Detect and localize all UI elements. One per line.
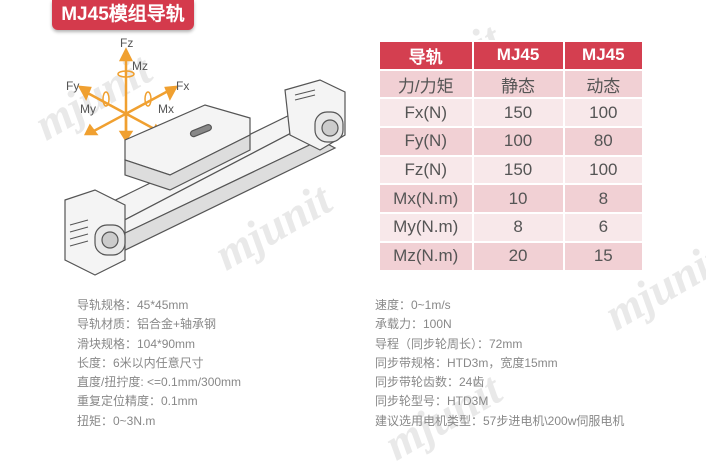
cell: 150 <box>471 97 565 129</box>
axis-diagram <box>77 47 179 143</box>
cell: Fy(N) <box>378 126 474 157</box>
header-cell: MJ45 <box>562 40 645 71</box>
cell: 8 <box>471 212 565 243</box>
header-cell: MJ45 <box>471 40 565 71</box>
specs-left: 导轨规格：45*45mm 导轨材质：铝合金+轴承钢 滑块规格：104*90mm … <box>77 296 241 431</box>
cell: 100 <box>562 154 645 186</box>
cell: 15 <box>562 240 645 272</box>
cell: Fz(N) <box>378 154 474 186</box>
table-row: Fz(N) 150 100 <box>378 154 645 186</box>
spec-item: 导轨材质：铝合金+轴承钢 <box>77 317 217 332</box>
spec-item: 同步轮型号：HTD3M <box>375 394 489 409</box>
product-illustration: Fz Mz Fy Fx My Mx <box>64 36 346 276</box>
cell: 80 <box>562 126 645 157</box>
spec-item: 导程（同步轮周长）：72mm <box>375 336 523 351</box>
cell: 动态 <box>562 68 645 100</box>
cell: 8 <box>562 183 645 215</box>
axis-label-mz: Mz <box>132 59 148 73</box>
axis-label-fx: Fx <box>176 79 189 93</box>
cell: Mx(N.m) <box>378 183 474 215</box>
spec-item: 直度/扭拧度: <=0.1mm/300mm <box>77 375 242 390</box>
page-title: MJ45模组导轨 <box>52 0 194 30</box>
cell: 力/力矩 <box>378 68 474 100</box>
spec-item: 速度：0~1m/s <box>375 298 451 312</box>
table-row: Fx(N) 150 100 <box>378 97 645 129</box>
axis-label-my: My <box>80 102 96 116</box>
spec-item: 同步带轮齿数：24齿 <box>375 375 485 390</box>
axis-label-mx: Mx <box>158 102 174 116</box>
table-header: 导轨 MJ45 MJ45 <box>378 40 645 71</box>
cell: 10 <box>471 183 565 215</box>
table-row: My(N.m) 8 6 <box>378 212 645 243</box>
cell: Fx(N) <box>378 97 474 129</box>
spec-item: 扭矩：0~3N.m <box>77 413 156 428</box>
spec-item: 导轨规格：45*45mm <box>77 298 189 312</box>
table-row: Mz(N.m) 20 15 <box>378 240 645 272</box>
table-row: 力/力矩 静态 动态 <box>378 68 645 100</box>
cell: 100 <box>471 126 565 157</box>
axis-label-fz: Fz <box>120 36 133 50</box>
table-row: Mx(N.m) 10 8 <box>378 183 645 215</box>
cell: 20 <box>471 240 565 272</box>
axis-label-fy: Fy <box>66 79 79 93</box>
cell: 100 <box>562 97 645 129</box>
cell: Mz(N.m) <box>378 240 474 272</box>
spec-item: 建议选用电机类型：57步进电机\200w伺服电机 <box>375 413 625 428</box>
spec-item: 承载力：100N <box>375 317 452 332</box>
cell: 150 <box>471 154 565 186</box>
header-cell: 导轨 <box>378 40 474 71</box>
spec-item: 同步带规格：HTD3m，宽度15mm <box>375 355 558 370</box>
spec-item: 滑块规格：104*90mm <box>77 336 196 351</box>
cell: 6 <box>562 212 645 243</box>
cell: My(N.m) <box>378 212 474 243</box>
table-row: Fy(N) 100 80 <box>378 126 645 157</box>
cell: 静态 <box>471 68 565 100</box>
specs-right: 速度：0~1m/s 承载力：100N 导程（同步轮周长）：72mm 同步带规格：… <box>375 296 624 431</box>
linear-module-drawing <box>64 79 346 276</box>
spec-item: 重复定位精度：0.1mm <box>77 394 198 409</box>
load-table: 导轨 MJ45 MJ45 力/力矩 静态 动态 Fx(N) 150 100 Fy(N) 1… <box>378 40 645 272</box>
spec-item: 长度：6米以内任意尺寸 <box>77 355 204 370</box>
